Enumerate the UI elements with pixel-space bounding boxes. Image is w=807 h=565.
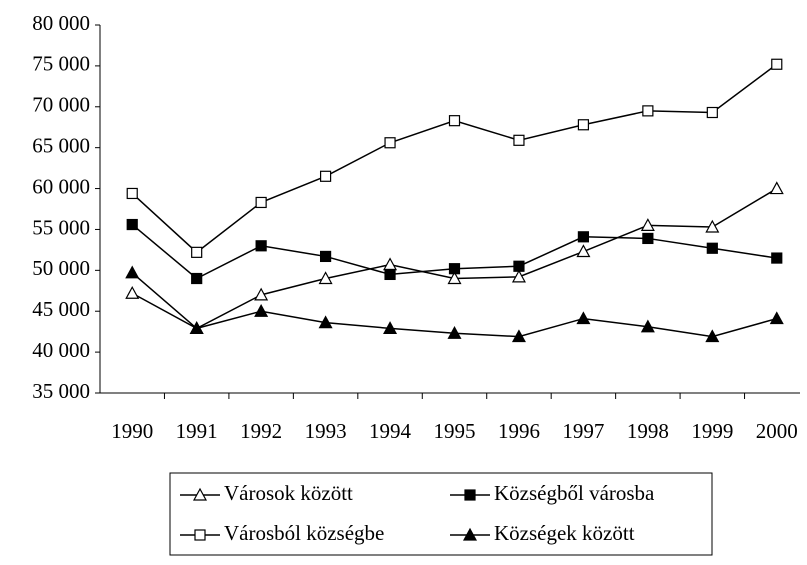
point [706, 106, 718, 119]
x-tick-label: 1995 [434, 419, 476, 443]
legend-marker [192, 487, 208, 501]
y-tick-label: 55 000 [32, 215, 90, 239]
point [448, 115, 461, 127]
point [447, 271, 462, 285]
point [576, 244, 591, 258]
point [705, 219, 720, 233]
x-tick-label: 1994 [369, 419, 412, 443]
x-tick-label: 1992 [240, 419, 282, 443]
point [191, 272, 203, 285]
legend-label: Városból községbe [224, 521, 384, 545]
point [254, 287, 269, 301]
legend-label: Községek között [494, 521, 635, 545]
point [769, 311, 784, 325]
point [705, 329, 720, 343]
point [640, 319, 655, 333]
point [319, 250, 332, 263]
point [254, 303, 269, 317]
point [384, 137, 396, 149]
point [771, 58, 783, 70]
point [513, 260, 525, 272]
point [126, 218, 138, 231]
point [576, 311, 591, 325]
y-tick-label: 75 000 [32, 52, 90, 76]
y-tick-label: 40 000 [32, 338, 90, 362]
point [319, 170, 332, 182]
point [642, 105, 654, 117]
legend-label: Városok között [224, 481, 353, 505]
point [383, 321, 398, 334]
point [447, 326, 462, 339]
point [125, 285, 140, 299]
series-line [131, 187, 778, 330]
point [771, 252, 783, 264]
point [125, 265, 140, 279]
legend-marker [194, 529, 206, 541]
point [383, 257, 398, 271]
point [384, 268, 396, 281]
x-tick-label: 1990 [111, 419, 153, 443]
point [577, 231, 590, 243]
legend-marker [464, 489, 476, 501]
y-tick-label: 45 000 [32, 297, 90, 321]
point [318, 271, 333, 285]
point [511, 269, 526, 283]
point [255, 240, 267, 252]
x-tick-label: 1993 [305, 419, 347, 443]
point [448, 263, 461, 275]
point [191, 246, 203, 258]
point [642, 232, 654, 245]
point [126, 187, 138, 200]
point [511, 329, 526, 343]
x-tick-label: 1999 [691, 419, 733, 443]
legend-marker [462, 527, 478, 541]
y-tick-label: 50 000 [32, 256, 90, 280]
x-tick-label: 1998 [627, 419, 669, 443]
series-line [131, 63, 778, 254]
y-tick-label: 70 000 [32, 93, 90, 117]
point [706, 242, 718, 254]
x-tick-label: 1991 [176, 419, 218, 443]
x-tick-label: 2000 [756, 419, 798, 443]
x-tick-label: 1996 [498, 419, 540, 443]
point [318, 315, 333, 329]
point [640, 218, 655, 231]
point [769, 181, 784, 195]
point [255, 196, 267, 209]
legend-box [169, 472, 713, 556]
point [577, 119, 590, 131]
x-tick-label: 1997 [562, 419, 604, 443]
y-tick-label: 65 000 [32, 133, 90, 157]
point [513, 134, 525, 146]
legend-label: Községből városba [494, 481, 655, 505]
point [189, 321, 204, 334]
y-tick-label: 35 000 [32, 379, 90, 403]
y-tick-label: 60 000 [32, 174, 90, 198]
y-tick-label: 80 000 [32, 11, 90, 35]
